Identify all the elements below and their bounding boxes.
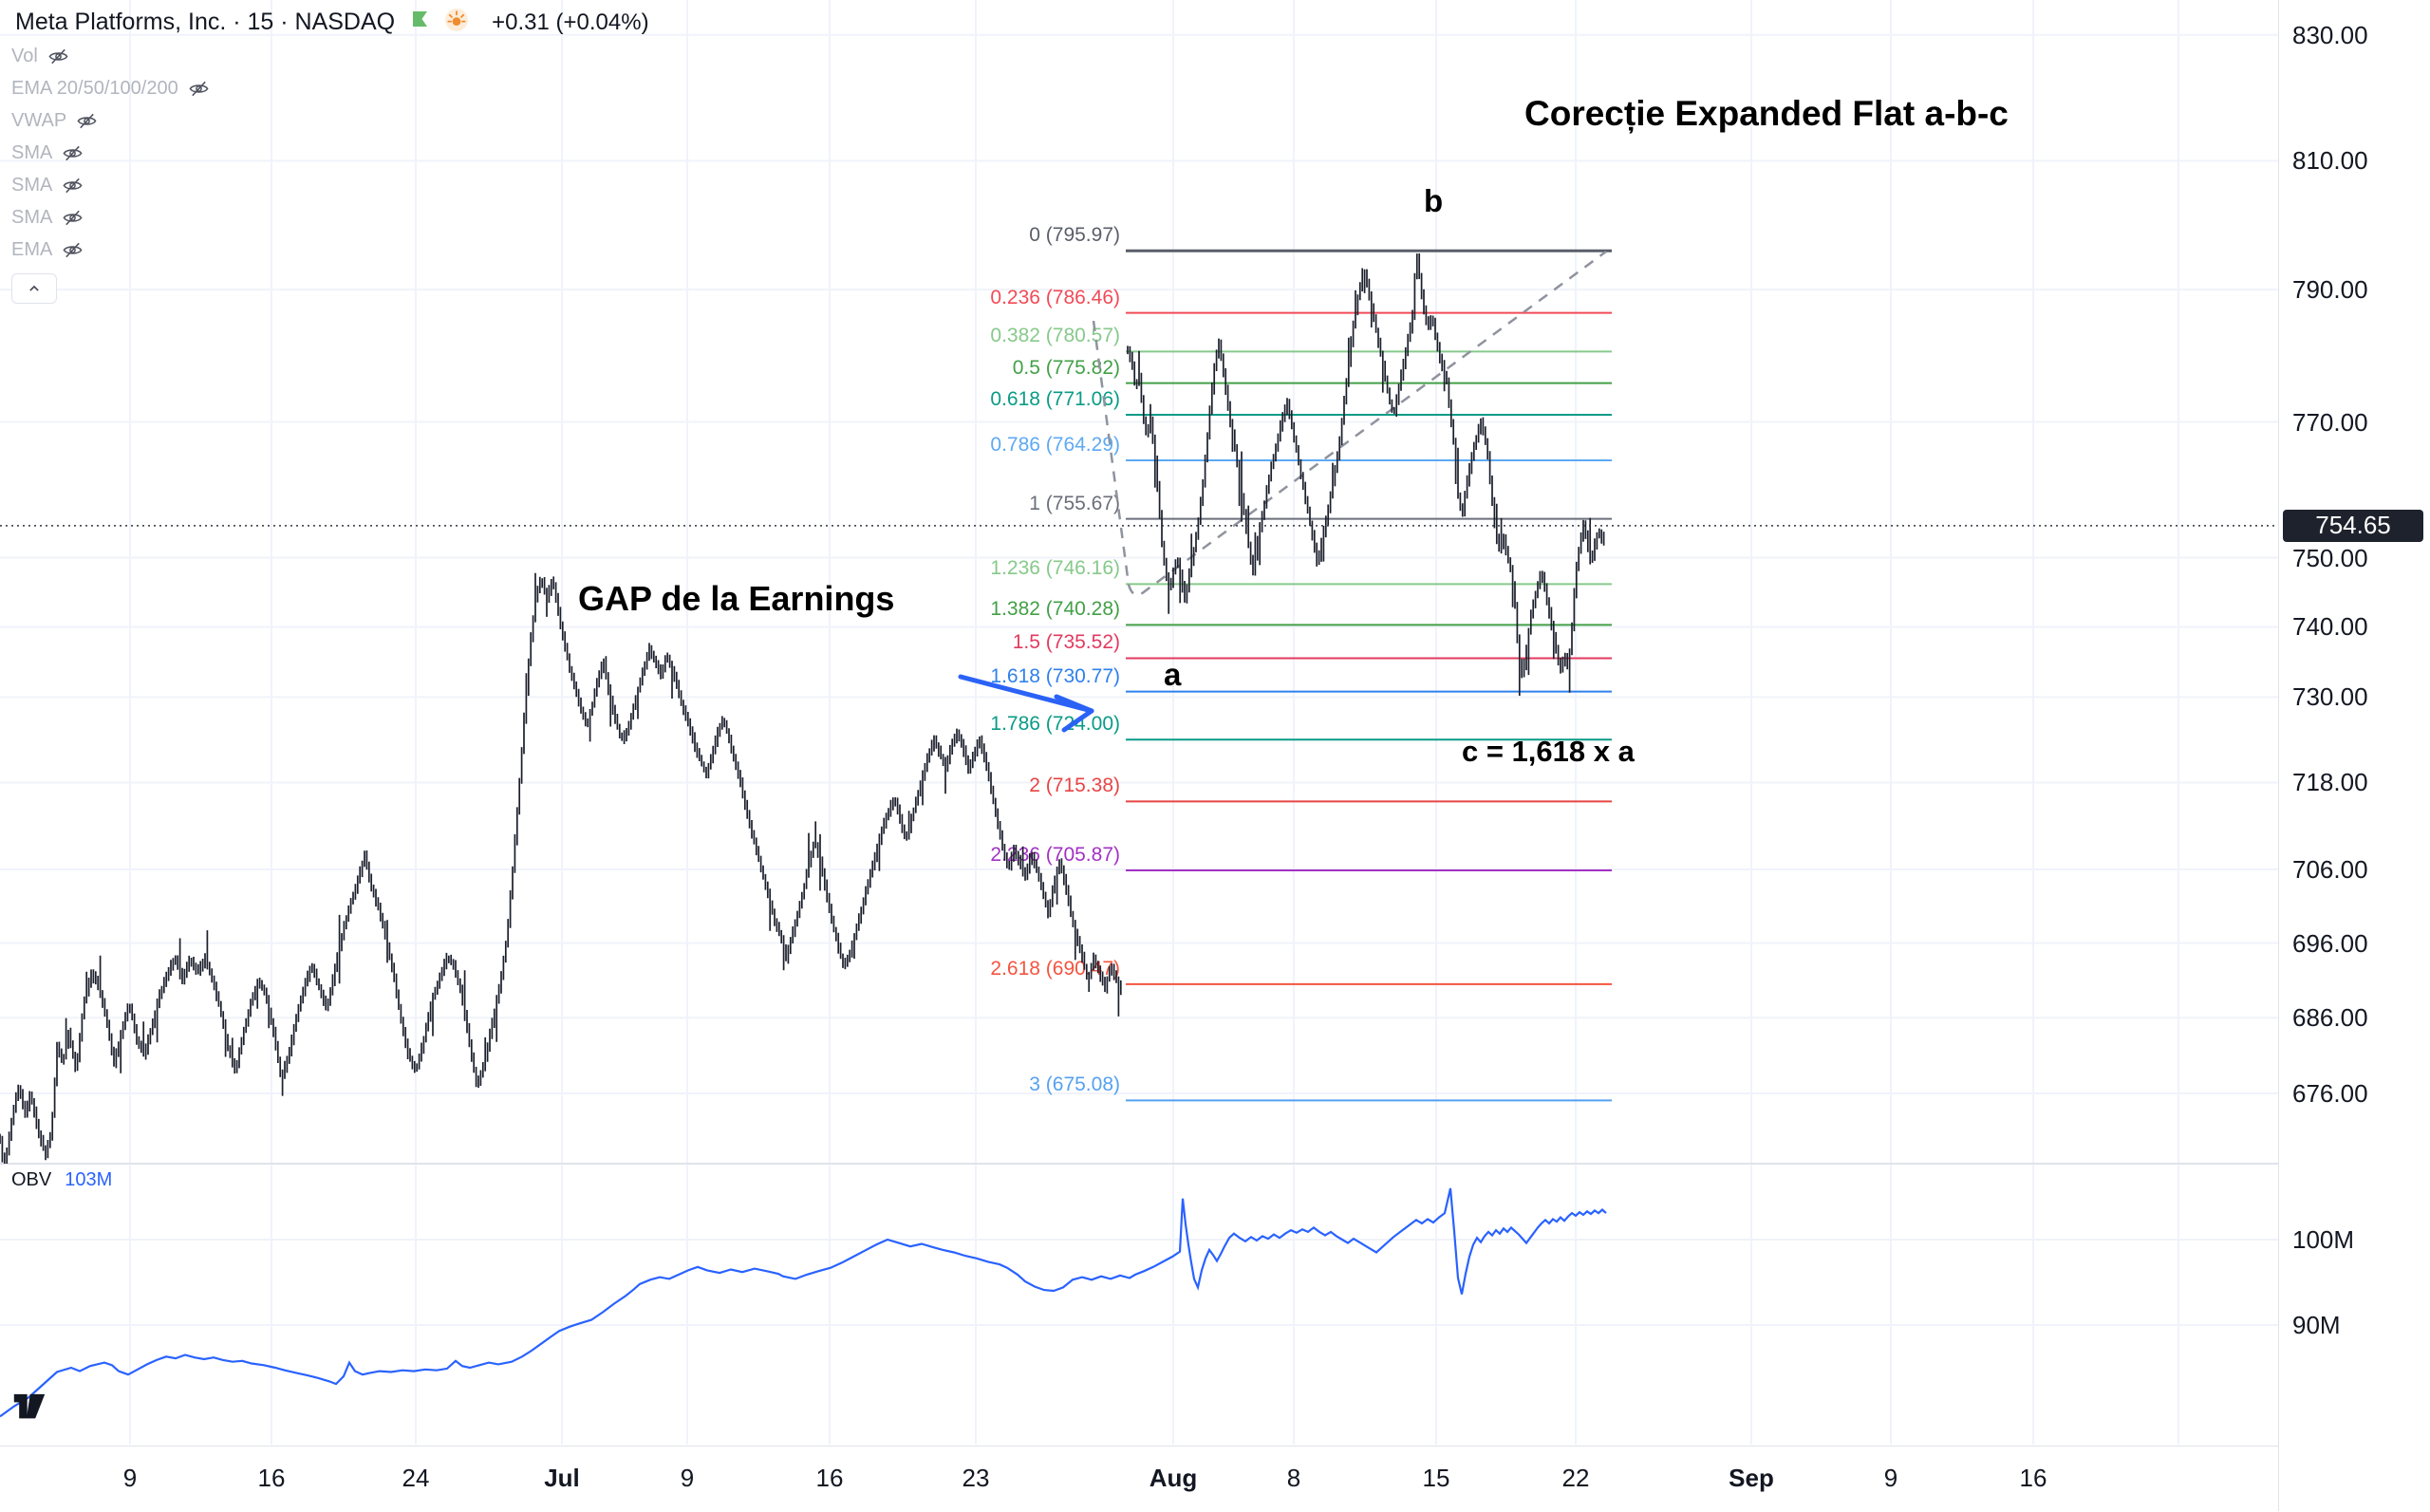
price-tick-label: 686.00 xyxy=(2292,1003,2368,1033)
collapse-indicators-button[interactable] xyxy=(11,273,57,304)
indicator-row-sma: SMA xyxy=(11,169,210,201)
favorite-flag-icon[interactable] xyxy=(408,9,431,36)
price-tick-label: 718.00 xyxy=(2292,768,2368,797)
candles-pre-gap xyxy=(0,572,1122,1164)
obv-indicator-row: OBV 103M xyxy=(11,1169,112,1191)
indicator-label[interactable]: VWAP xyxy=(11,109,67,131)
symbol-title[interactable]: Meta Platforms, Inc. · 15 · NASDAQ xyxy=(15,9,396,35)
last-price-badge: 754.65 xyxy=(2283,509,2423,542)
chart-header: Meta Platforms, Inc. · 15 · NASDAQ +0.31… xyxy=(15,8,649,37)
time-tick-label: 9 xyxy=(1883,1464,1898,1492)
indicator-label[interactable]: Vol xyxy=(11,45,38,66)
price-tick-label: 790.00 xyxy=(2292,275,2368,305)
time-tick-label: 9 xyxy=(122,1464,138,1492)
price-change: +0.31 (+0.04%) xyxy=(492,9,649,35)
time-tick-label: 15 xyxy=(1422,1464,1450,1492)
indicator-label[interactable]: SMA xyxy=(11,141,53,163)
indicator-row-ema-20-50-100-200: EMA 20/50/100/200 xyxy=(11,72,210,104)
obv-tick-label: 90M xyxy=(2292,1311,2341,1339)
time-tick-label: 24 xyxy=(402,1464,430,1492)
obv-label[interactable]: OBV xyxy=(11,1169,52,1190)
sun-icon[interactable] xyxy=(444,8,469,37)
price-tick-label: 740.00 xyxy=(2292,612,2368,642)
indicator-row-vwap: VWAP xyxy=(11,104,210,137)
eye-off-icon[interactable] xyxy=(62,142,84,164)
obv-tick-label: 100M xyxy=(2292,1225,2355,1254)
price-tick-label: 810.00 xyxy=(2292,146,2368,176)
eye-off-icon[interactable] xyxy=(62,207,84,229)
time-tick-label: 9 xyxy=(680,1464,695,1492)
price-tick-label: 676.00 xyxy=(2292,1079,2368,1108)
price-tick-label: 770.00 xyxy=(2292,407,2368,437)
obv-line xyxy=(0,1187,1607,1418)
time-tick-label: 16 xyxy=(2019,1464,2047,1492)
time-tick-label: 16 xyxy=(815,1464,844,1492)
indicator-row-ema: EMA xyxy=(11,233,210,266)
time-tick-label: 8 xyxy=(1286,1464,1301,1492)
gap-arrow-head xyxy=(1054,694,1094,733)
price-tick-label: 730.00 xyxy=(2292,682,2368,712)
eye-off-icon[interactable] xyxy=(62,239,84,261)
candles-post-gap xyxy=(1127,253,1605,696)
price-tick-label: 750.00 xyxy=(2292,543,2368,572)
indicator-label[interactable]: SMA xyxy=(11,206,53,228)
price-axis[interactable]: 754.65 830.00 810.00 790.00 770.00 750.00 740… xyxy=(2278,0,2430,1511)
indicator-row-sma: SMA xyxy=(11,201,210,233)
time-tick-label: Jul xyxy=(544,1464,580,1492)
indicator-row-sma: SMA xyxy=(11,137,210,169)
time-tick-label: Sep xyxy=(1729,1464,1774,1492)
indicator-label[interactable]: EMA xyxy=(11,238,53,260)
eye-off-icon[interactable] xyxy=(47,46,69,67)
eye-off-icon[interactable] xyxy=(62,175,84,196)
time-tick-label: 16 xyxy=(257,1464,286,1492)
eye-off-icon[interactable] xyxy=(76,110,98,132)
indicator-label[interactable]: SMA xyxy=(11,174,53,196)
price-tick-label: 706.00 xyxy=(2292,855,2368,885)
price-tick-label: 696.00 xyxy=(2292,928,2368,958)
gap-arrow xyxy=(958,674,1094,714)
time-tick-label: 22 xyxy=(1561,1464,1590,1492)
price-tick-label: 830.00 xyxy=(2292,20,2368,49)
indicator-list: Vol EMA 20/50/100/200 VWAP SMA SMA SMA EMA xyxy=(11,40,210,304)
indicator-row-vol: Vol xyxy=(11,40,210,72)
indicator-label[interactable]: EMA 20/50/100/200 xyxy=(11,77,178,99)
eye-off-icon[interactable] xyxy=(188,78,210,100)
dashed-trend-line xyxy=(1092,250,1607,596)
time-tick-label: 23 xyxy=(962,1464,990,1492)
tradingview-logo[interactable] xyxy=(13,1393,46,1425)
time-tick-label: Aug xyxy=(1149,1464,1198,1492)
obv-value: 103M xyxy=(65,1169,113,1190)
